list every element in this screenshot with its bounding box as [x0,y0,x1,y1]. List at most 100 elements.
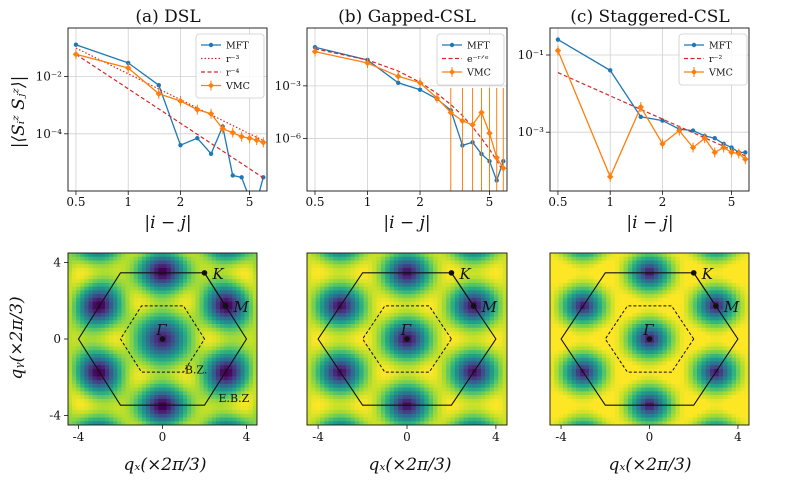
heat-cell [346,253,352,258]
heat-cell [117,368,123,374]
heat-cell [580,339,586,344]
heat-cell [100,275,106,280]
heat-cell [467,391,473,396]
heat-cell [324,260,330,265]
heat-cell [415,297,421,303]
heat-cell [420,286,425,291]
legend-label: e⁻ʳᐟᵉ [467,54,489,65]
heat-cell [493,410,499,415]
heat-cell [554,294,560,299]
heat-cell [100,331,106,336]
heat-cell [150,264,155,269]
heat-cell [346,410,352,415]
heat-cell [424,335,430,340]
heat-cell [480,320,486,325]
heat-cell [166,339,172,344]
heat-cell [129,282,135,288]
heat-cell [363,406,369,411]
heat-cell [493,275,499,280]
heat-cell [454,271,460,277]
heat-cell [125,346,131,351]
heat-cell [367,335,373,340]
heat-cell [187,305,192,310]
heat-cell [502,383,507,389]
heat-cell [441,335,447,340]
heat-cell [367,320,373,325]
heat-cell [558,279,564,284]
heat-cell [367,294,373,299]
heat-cell [588,383,594,389]
heat-cell [407,368,412,374]
heat-cell [150,294,155,299]
heat-cell [146,309,151,314]
heat-cell [398,331,404,336]
heat-cell [150,395,155,400]
heat-cell [593,253,599,258]
heat-cell [411,421,417,425]
heat-cell [92,294,98,299]
heat-cell [72,339,77,344]
heat-cell [215,312,221,318]
heat-cell [433,383,439,389]
heat-cell [558,320,564,325]
heat-cell [389,253,395,258]
heat-cell [80,260,86,265]
heat-cell [389,294,395,299]
heat-cell [88,357,94,363]
vmc-point [72,51,80,58]
heat-cell [411,342,417,348]
heat-cell [137,421,143,425]
heat-cell [437,327,443,333]
heat-cell [324,335,330,340]
heat-cell [146,376,151,381]
heat-cell [252,353,257,359]
heat-cell [407,271,412,277]
heat-cell [248,350,254,355]
heat-cell [244,286,250,291]
heat-cell [411,353,417,359]
heat-cell [170,305,176,310]
heat-cell [437,294,443,299]
heat-cell [420,309,425,314]
heat-cell [588,335,594,340]
heat-cell [588,398,594,404]
heat-cell [459,380,465,385]
heat-cell [158,316,164,321]
heat-cell [467,383,473,389]
heat-cell [459,372,465,377]
vmc-point [554,47,562,54]
heat-cell [220,376,225,381]
heat-cell [584,316,590,321]
heat-cell [187,312,192,318]
heat-cell [567,264,573,269]
heat-cell [207,406,213,411]
heat-cell [575,357,581,363]
heat-cell [450,346,456,351]
heat-cell [346,305,352,310]
heat-cell [502,339,507,344]
heat-cell [154,260,159,265]
heat-cell [220,305,225,310]
heat-cell [588,395,594,400]
heat-cell [72,301,77,306]
heat-cell [328,275,334,280]
heat-cell [76,324,81,329]
heat-cell [446,391,452,396]
heat-cell [580,294,586,299]
heat-cell [133,253,139,258]
heat-cell [195,286,201,291]
heat-cell [183,421,188,425]
heat-cell [385,297,391,303]
heat-cell [472,327,478,333]
heat-cell [220,391,225,396]
heat-cell [162,335,168,340]
heat-cell [207,267,213,273]
heat-cell [433,387,439,392]
heat-cell [195,301,201,306]
heat-cell [376,383,382,389]
ytick-label: 10⁻⁶ [275,131,302,145]
heat-cell [191,309,196,314]
heat-cell [476,335,482,340]
heat-cell [166,357,172,363]
heat-cell [252,387,257,392]
